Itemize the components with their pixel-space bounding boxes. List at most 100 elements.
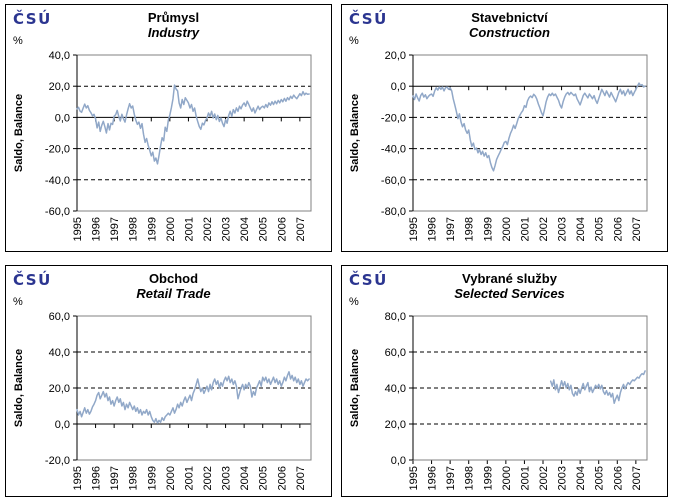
y-tick-label: 20,0 (49, 81, 70, 93)
series-line (76, 84, 310, 165)
chart-subtitle: Industry (147, 25, 200, 40)
x-tick-label: 1999 (146, 217, 158, 241)
x-tick-label: 1995 (72, 466, 84, 490)
csu-logo: ČSÚ (13, 271, 52, 289)
x-tick-label: 2007 (295, 217, 307, 241)
plot-border (412, 54, 648, 212)
x-tick-label: 2003 (557, 217, 569, 241)
y-tick-label: -80,0 (381, 206, 406, 218)
y-tick-label: 60,0 (49, 311, 70, 323)
x-tick-label: 2007 (631, 466, 643, 490)
y-tick-label: 20,0 (385, 50, 406, 62)
y-tick-label: 0,0 (391, 81, 406, 93)
axis-ticks (409, 315, 637, 464)
y-tick-label: -20,0 (45, 144, 70, 156)
x-tick-label: 2007 (295, 466, 307, 490)
x-tick-label: 2003 (557, 466, 569, 490)
x-tick-label: 2000 (165, 217, 177, 241)
y-tick-label: 0,0 (55, 419, 70, 431)
x-tick-label: 2002 (202, 217, 214, 241)
series-line (76, 371, 310, 424)
x-tick-label: 1997 (109, 217, 121, 241)
y-axis-title: Saldo, Balance (349, 94, 361, 172)
x-tick-label: 1998 (128, 217, 140, 241)
chart-panel-retail-trade: ČSÚ Obchod Retail Trade % Saldo, Balance… (5, 265, 332, 497)
y-tick-label: 40,0 (49, 50, 70, 62)
percent-label: % (13, 35, 23, 47)
x-tick-label: 1998 (464, 466, 476, 490)
x-tick-label: 2001 (519, 466, 531, 490)
x-tick-label: 2006 (612, 217, 624, 241)
x-tick-label: 2006 (276, 217, 288, 241)
x-tick-label: 1999 (482, 466, 494, 490)
x-tick-label: 2004 (239, 217, 251, 241)
x-tick-label: 2004 (575, 217, 587, 241)
y-gridlines (413, 351, 647, 425)
series-line (412, 82, 646, 172)
x-tick-label: 1997 (445, 217, 457, 241)
chart-header: Vybrané služby Selected Services (372, 271, 647, 301)
x-tick-label: 1995 (408, 217, 420, 241)
y-tick-label: 0,0 (391, 455, 406, 467)
x-tick-label: 1997 (445, 466, 457, 490)
x-tick-label: 2003 (221, 466, 233, 490)
y-tick-label: 0,0 (55, 112, 70, 124)
chart-panel-construction: ČSÚ Stavebnictví Construction % Saldo, B… (341, 4, 668, 252)
x-tick-label: 2002 (538, 466, 550, 490)
y-tick-label: 80,0 (385, 311, 406, 323)
x-tick-label: 2006 (612, 466, 624, 490)
y-tick-label: 20,0 (385, 419, 406, 431)
x-tick-label: 2002 (538, 217, 550, 241)
y-tick-label: -60,0 (381, 175, 406, 187)
chart-title: Stavebnictví (471, 10, 548, 25)
chart-subtitle: Selected Services (454, 286, 565, 301)
x-tick-label: 2001 (519, 217, 531, 241)
chart-title: Vybrané služby (462, 271, 557, 286)
chart-canvas-industry: Saldo, Balance 40,0 20,0 0,0 -20,0 -40,0 -60,… (13, 50, 312, 241)
x-tick-label: 1996 (427, 217, 439, 241)
y-axis-title: Saldo, Balance (349, 349, 361, 427)
y-tick-label: -40,0 (381, 144, 406, 156)
x-tick-label: 2004 (575, 466, 587, 490)
series-line (549, 370, 646, 405)
percent-label: % (13, 296, 23, 308)
chart-subtitle: Construction (469, 25, 550, 40)
x-tick-label: 2006 (276, 466, 288, 490)
y-tick-label: -60,0 (45, 206, 70, 218)
chart-title: Průmysl (147, 10, 200, 25)
csu-logo: ČSÚ (349, 10, 388, 28)
x-tick-label: 2004 (239, 466, 251, 490)
csu-logo: ČSÚ (13, 10, 52, 28)
x-tick-label: 1995 (408, 466, 420, 490)
y-gridlines (77, 351, 311, 425)
y-tick-label: 60,0 (385, 347, 406, 359)
x-tick-label: 1996 (91, 466, 103, 490)
x-tick-label: 2001 (183, 217, 195, 241)
chart-panel-selected-services: ČSÚ Vybrané služby Selected Services % S… (341, 265, 668, 497)
chart-canvas-construction: Saldo, Balance 20,0 0,0 -20,0 -40,0 -60,0 -80… (349, 50, 648, 241)
chart-header: Průmysl Industry (36, 10, 311, 40)
x-tick-label: 1998 (128, 466, 140, 490)
x-tick-label: 2000 (501, 217, 513, 241)
csu-logo: ČSÚ (349, 271, 388, 289)
x-tick-label: 2002 (202, 466, 214, 490)
x-tick-label: 1996 (427, 466, 439, 490)
y-gridlines (413, 85, 647, 181)
x-tick-label: 2005 (258, 466, 270, 490)
chart-header: Stavebnictví Construction (372, 10, 647, 40)
x-tick-label: 1998 (464, 217, 476, 241)
y-axis-title: Saldo, Balance (13, 94, 25, 172)
plot-border (76, 54, 312, 212)
x-tick-label: 2007 (631, 217, 643, 241)
y-tick-label: -20,0 (381, 112, 406, 124)
x-tick-label: 2005 (594, 466, 606, 490)
chart-header: Obchod Retail Trade (36, 271, 311, 301)
y-tick-label: 40,0 (49, 347, 70, 359)
